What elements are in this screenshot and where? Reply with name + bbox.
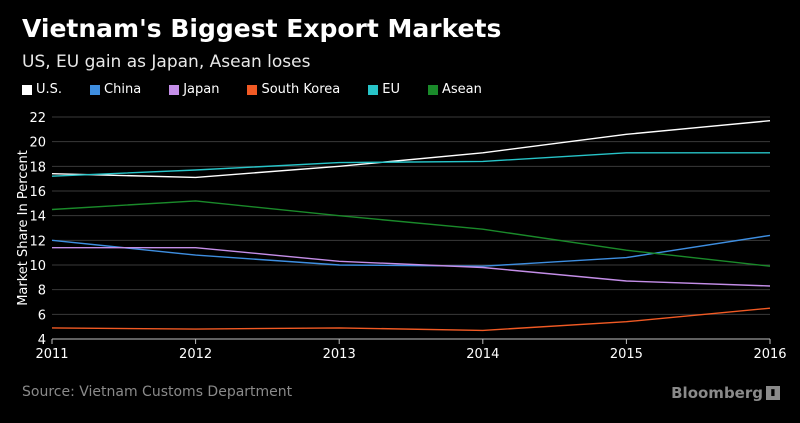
legend-label: Japan (183, 82, 220, 97)
chart-subtitle: US, EU gain as Japan, Asean loses (22, 52, 311, 72)
y-tick-label: 14 (29, 210, 46, 225)
legend-item: EU (368, 82, 400, 97)
source-note: Source: Vietnam Customs Department (22, 384, 293, 400)
series-line-japan (52, 246, 771, 287)
y-tick-label: 12 (29, 234, 46, 249)
x-tick-label: 2013 (323, 347, 356, 362)
chart-legend: U.S. China Japan South Korea EU Asean (22, 82, 510, 97)
x-tick-label: 2015 (610, 347, 643, 362)
y-tick-label: 6 (38, 308, 46, 323)
brand-name: Bloomberg (671, 384, 763, 402)
legend-item: Japan (169, 82, 219, 97)
y-tick-label: 4 (38, 333, 46, 348)
y-axis-label: Market Share In Percent (16, 150, 31, 306)
legend-label: Asean (441, 82, 482, 97)
chart-title: Vietnam's Biggest Export Markets (22, 14, 502, 43)
series-line-asean (51, 200, 771, 267)
legend-label: China (104, 82, 142, 97)
legend-swatch (169, 84, 180, 95)
legend-swatch (247, 84, 258, 95)
y-tick-label: 8 (38, 284, 46, 299)
legend-item: China (90, 82, 141, 97)
x-tick-label: 2012 (179, 347, 212, 362)
series-line-u-s- (51, 120, 771, 179)
y-tick-label: 10 (29, 259, 46, 274)
x-tick-label: 2014 (466, 347, 499, 362)
brand-logo: Bloomberg ▮ (671, 384, 780, 402)
series-line-south-korea (51, 307, 771, 332)
legend-swatch (427, 84, 438, 95)
x-tick-label: 2011 (35, 347, 68, 362)
legend-item: Asean (427, 82, 482, 97)
x-tick-label: 2016 (753, 347, 786, 362)
y-tick-label: 18 (29, 160, 46, 175)
brand-mark-icon: ▮ (766, 386, 780, 400)
legend-item: U.S. (22, 82, 62, 97)
legend-label: South Korea (261, 82, 341, 97)
y-tick-label: 16 (29, 185, 46, 200)
legend-swatch (90, 84, 101, 95)
legend-item: South Korea (247, 82, 340, 97)
legend-swatch (368, 84, 379, 95)
series-line-china (51, 234, 771, 267)
legend-label: U.S. (36, 82, 63, 97)
y-tick-label: 22 (29, 111, 46, 126)
y-tick-label: 20 (29, 136, 46, 151)
legend-label: EU (382, 82, 400, 97)
legend-swatch (22, 84, 32, 95)
series-line-eu (51, 152, 770, 177)
